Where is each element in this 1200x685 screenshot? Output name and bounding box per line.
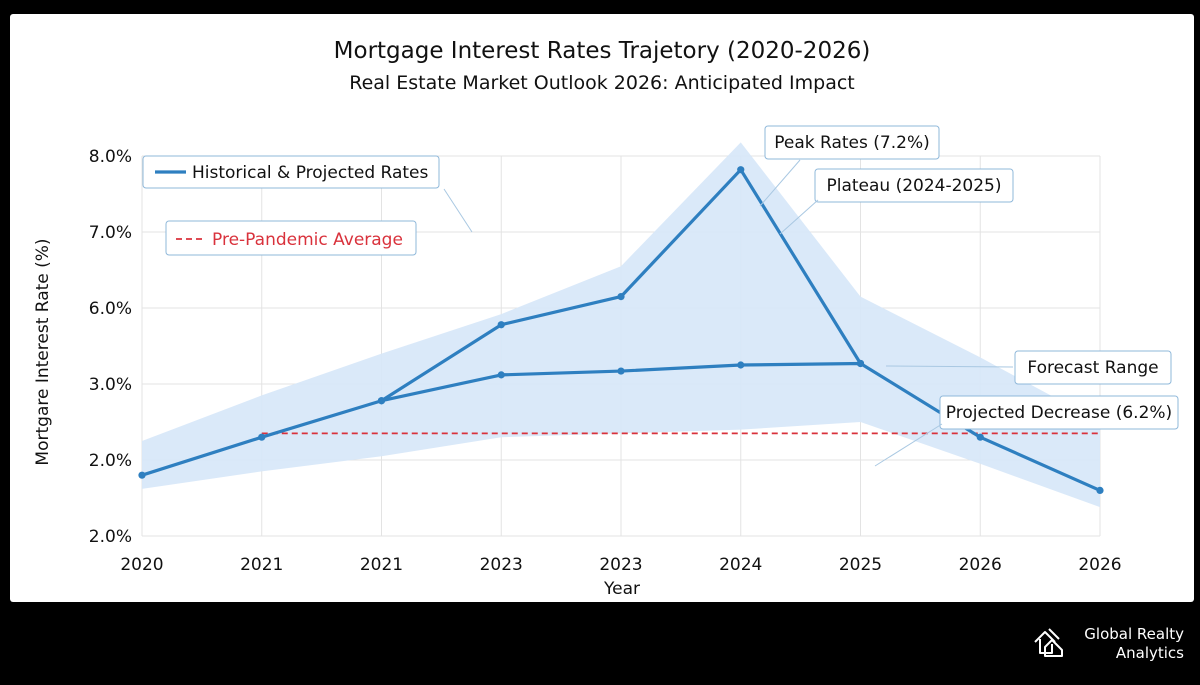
y-tick-label: 3.0% bbox=[89, 375, 132, 395]
annotation-box-peak bbox=[764, 125, 940, 160]
brand-name-line1: Global Realty bbox=[1084, 625, 1184, 643]
x-axis-label: Year bbox=[603, 579, 640, 599]
chart-subtitle: Real Estate Market Outlook 2026: Anticip… bbox=[349, 72, 855, 94]
legend-label-reference: Pre-Pandemic Average bbox=[212, 230, 403, 250]
chart-card: Mortgage Interest Rates Trajetory (2020-… bbox=[10, 14, 1194, 602]
data-point bbox=[1096, 486, 1104, 494]
annotation-leader-projected-decrease bbox=[874, 423, 943, 467]
data-point bbox=[377, 397, 386, 405]
annotation-box-projected-decrease bbox=[939, 395, 1179, 430]
legend-leader-series bbox=[443, 188, 473, 233]
y-tick-label: 8.0% bbox=[89, 147, 132, 167]
chart-title: Mortgage Interest Rates Trajetory (2020-… bbox=[334, 38, 871, 64]
legend-box-series bbox=[142, 155, 440, 189]
x-tick-label: 2020 bbox=[120, 555, 163, 575]
annotation-leader-peak bbox=[759, 159, 801, 207]
data-point bbox=[976, 433, 984, 441]
house-logo-icon bbox=[1034, 628, 1063, 657]
data-point bbox=[497, 371, 505, 379]
annotation-plateau: Plateau (2024-2025) bbox=[826, 176, 1001, 196]
x-tick-label: 2023 bbox=[480, 555, 523, 575]
data-point bbox=[617, 367, 625, 375]
brand-logo: Global Realty Analytics bbox=[1032, 623, 1192, 665]
annotation-leader-forecast-range bbox=[885, 365, 1014, 368]
annotation-leader-plateau bbox=[779, 199, 819, 235]
x-tick-label: 2025 bbox=[839, 555, 882, 575]
annotation-forecast-range: Forecast Range bbox=[1027, 358, 1158, 378]
chart: Mortgage Interest Rates Trajetory (2020-… bbox=[33, 38, 1179, 599]
x-tick-label: 2021 bbox=[240, 555, 283, 575]
x-tick-label: 2026 bbox=[959, 555, 1002, 575]
forecast-range-band bbox=[142, 142, 1100, 508]
annotation-projected-decrease: Projected Decrease (6.2%) bbox=[946, 403, 1172, 423]
data-point bbox=[856, 359, 865, 368]
x-tick-label: 2026 bbox=[1078, 555, 1121, 575]
y-tick-label: 2.0% bbox=[89, 451, 132, 471]
y-axis-label: Mortgare Interest Rate (%) bbox=[33, 238, 53, 465]
annotation-box-forecast-range bbox=[1014, 350, 1172, 385]
data-point bbox=[138, 471, 146, 479]
legend-label-series: Historical & Projected Rates bbox=[192, 163, 428, 183]
annotation-box-plateau bbox=[814, 168, 1014, 203]
data-point bbox=[497, 321, 505, 329]
data-point bbox=[737, 361, 745, 369]
x-tick-label: 2024 bbox=[719, 555, 762, 575]
brand-name: Global Realty Analytics bbox=[1064, 625, 1184, 663]
y-tick-label: 6.0% bbox=[89, 299, 132, 319]
data-point bbox=[258, 433, 266, 441]
brand-name-line2: Analytics bbox=[1115, 644, 1184, 662]
x-tick-label: 2021 bbox=[360, 555, 403, 575]
data-point bbox=[737, 166, 745, 174]
data-point bbox=[617, 293, 625, 301]
legend-box-reference bbox=[165, 220, 417, 256]
y-tick-label: 2.0% bbox=[89, 527, 132, 547]
x-tick-label: 2023 bbox=[599, 555, 642, 575]
y-tick-label: 7.0% bbox=[89, 223, 132, 243]
annotation-peak-rates: Peak Rates (7.2%) bbox=[774, 133, 929, 153]
